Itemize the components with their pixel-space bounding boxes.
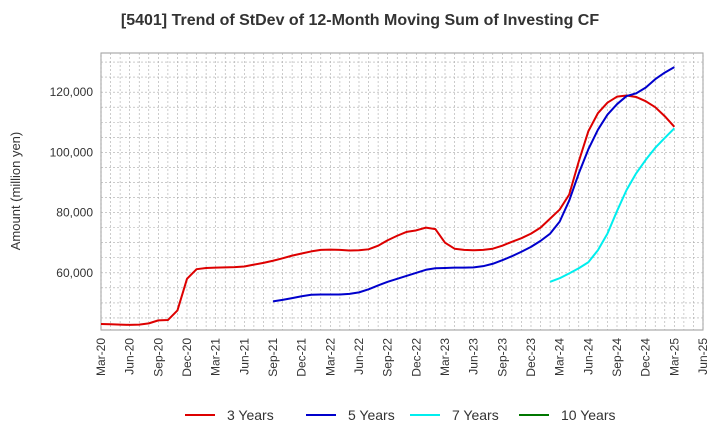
legend-label: 5 Years	[348, 407, 395, 423]
x-tick-label: Jun-25	[696, 338, 710, 375]
x-tick-label: Mar-20	[94, 338, 108, 376]
legend-item: 10 Years	[519, 404, 616, 426]
x-tick-label: Dec-24	[639, 338, 653, 377]
x-tick-label: Sep-20	[151, 338, 165, 377]
x-tick-label: Mar-22	[323, 338, 337, 376]
legend-label: 10 Years	[561, 407, 616, 423]
x-tick-label: Sep-24	[610, 338, 624, 377]
legend-swatch	[519, 414, 549, 416]
y-axis-ticks: 60,000 80,000 100,000 120,000	[50, 85, 94, 280]
legend-item: 3 Years	[185, 404, 274, 426]
series-line-5-years	[272, 66, 675, 303]
legend-label: 7 Years	[452, 407, 499, 423]
plot-area	[100, 52, 704, 331]
x-tick-label: Jun-20	[123, 338, 137, 375]
y-tick-label: 80,000	[56, 206, 93, 220]
y-tick-label: 100,000	[50, 145, 94, 159]
chart-title: [5401] Trend of StDev of 12-Month Moving…	[120, 12, 600, 29]
x-tick-label: Jun-22	[352, 338, 366, 375]
x-tick-label: Dec-21	[295, 338, 309, 377]
legend-swatch	[306, 414, 336, 416]
x-tick-label: Mar-23	[438, 338, 452, 376]
legend: 3 Years 5 Years 7 Years 10 Years	[0, 404, 720, 428]
x-tick-label: Mar-21	[209, 338, 223, 376]
x-tick-label: Sep-23	[495, 338, 509, 377]
series-line-7-years	[549, 127, 676, 283]
series-lines	[100, 66, 676, 326]
x-tick-label: Dec-22	[409, 338, 423, 377]
x-tick-label: Jun-21	[237, 338, 251, 375]
x-tick-label: Sep-21	[266, 338, 280, 377]
legend-item: 7 Years	[410, 404, 499, 426]
y-axis-label: Amount (million yen)	[8, 132, 23, 251]
y-tick-label: 120,000	[50, 85, 94, 99]
y-tick-label: 60,000	[56, 266, 93, 280]
x-tick-label: Dec-20	[180, 338, 194, 377]
legend-label: 3 Years	[227, 407, 274, 423]
x-tick-label: Mar-25	[667, 338, 681, 376]
series-line-3-years	[100, 94, 676, 326]
legend-swatch	[410, 414, 440, 416]
legend-swatch	[185, 414, 215, 416]
x-tick-label: Sep-22	[381, 338, 395, 377]
x-tick-label: Dec-23	[524, 338, 538, 377]
legend-item: 5 Years	[306, 404, 395, 426]
x-tick-label: Jun-23	[467, 338, 481, 375]
x-tick-label: Jun-24	[581, 338, 595, 375]
x-axis-ticks: Mar-20 Jun-20 Sep-20 Dec-20 Mar-21 Jun-21 Sep-…	[94, 338, 710, 377]
x-tick-label: Mar-24	[553, 338, 567, 376]
